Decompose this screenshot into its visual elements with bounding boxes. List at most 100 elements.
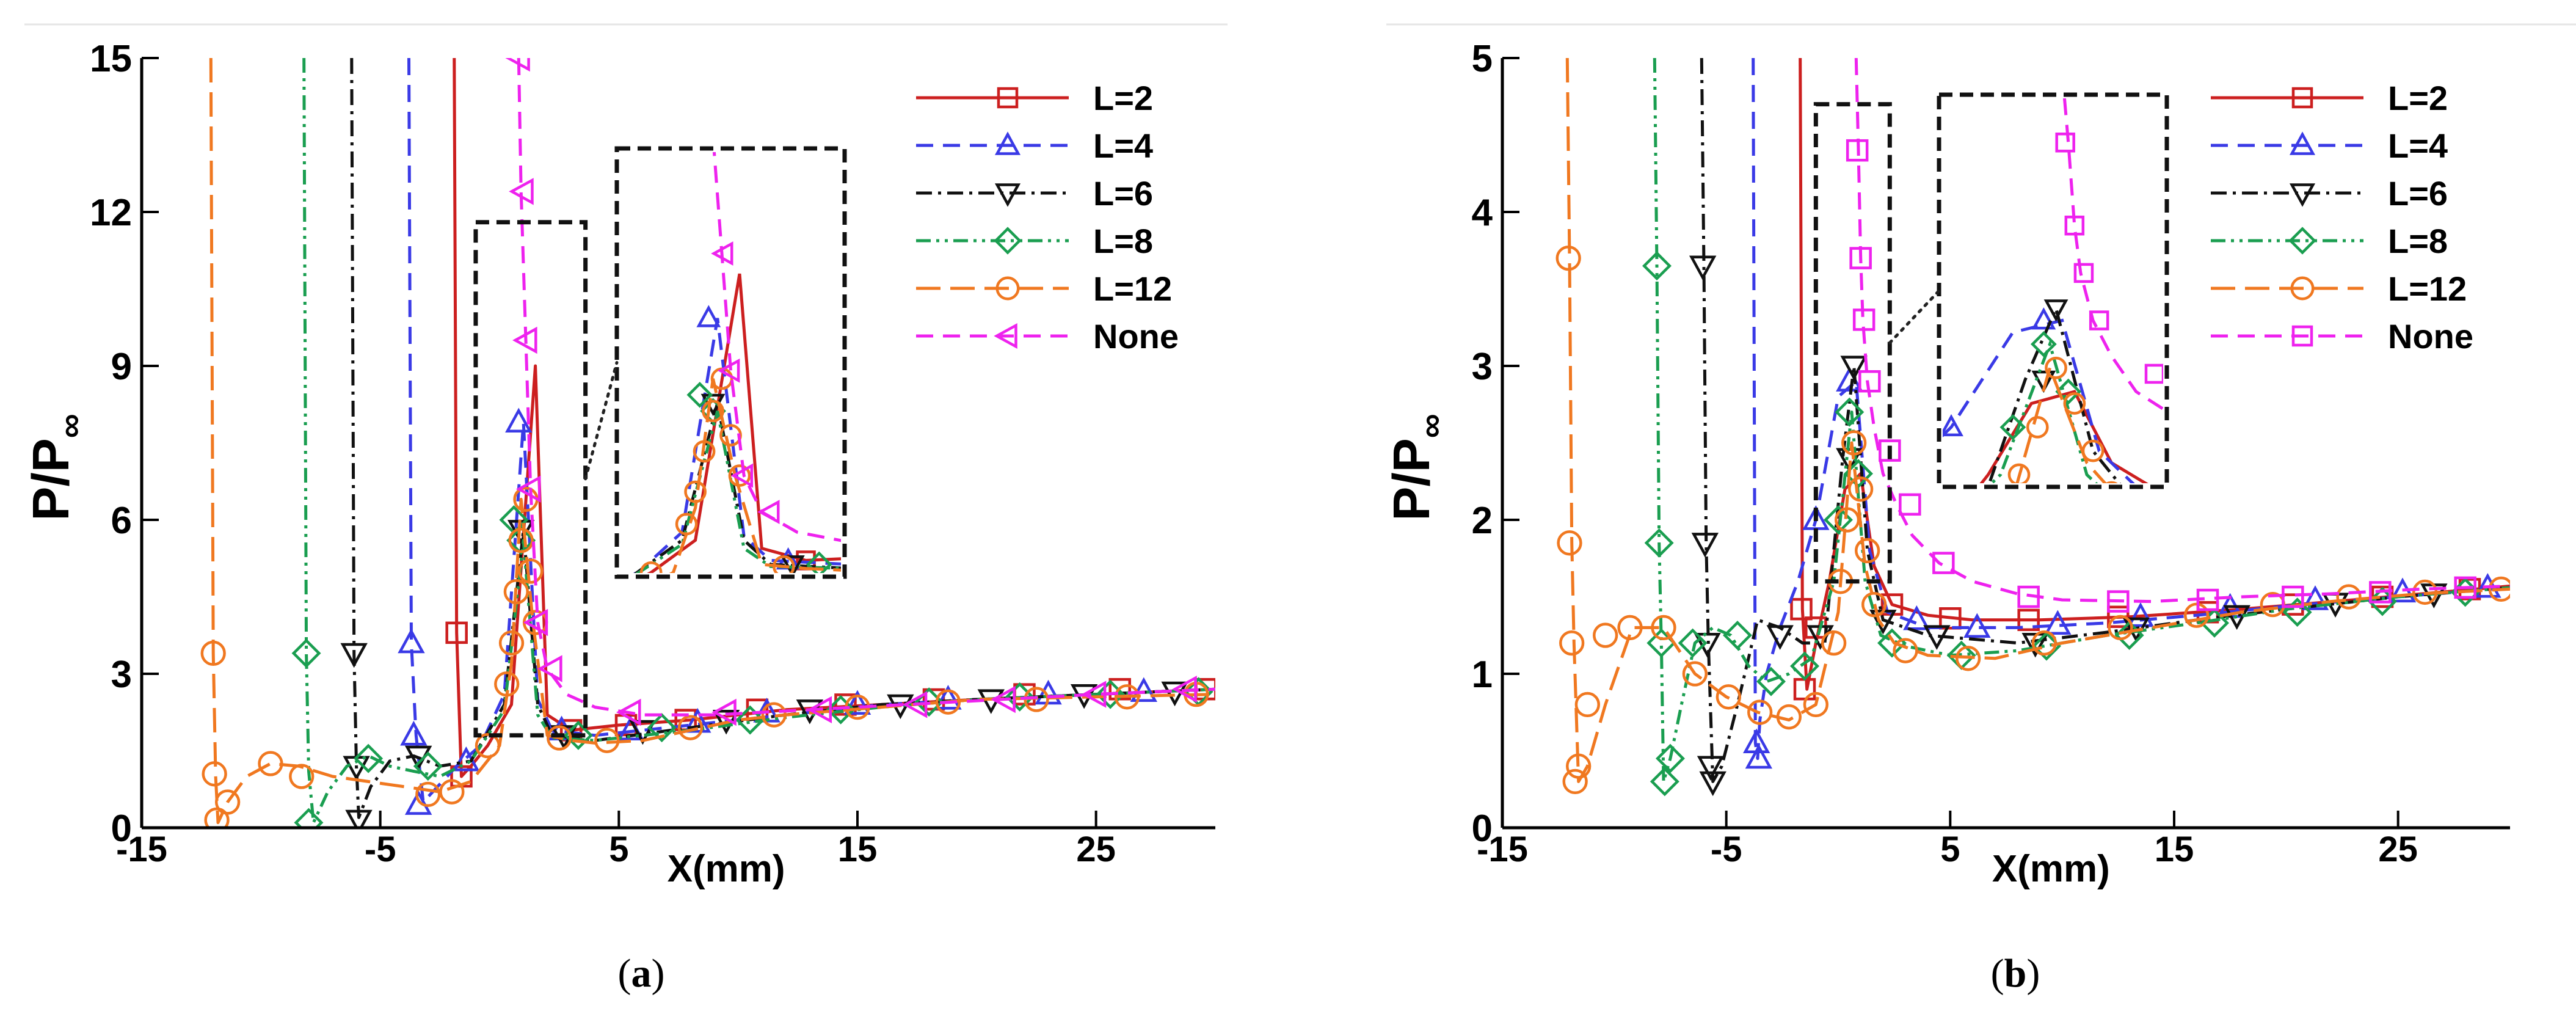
legend-label-L4: L=4 [2388,126,2448,165]
data-point-L2 [2107,605,2130,629]
data-point-None [1172,676,1197,703]
inset-line-L12 [669,378,841,573]
inset-point-L8 [2055,378,2082,405]
data-point-L12 [200,640,226,666]
caption-open: ( [1991,951,2004,996]
data-point-L4 [505,407,533,433]
data-point-L4 [1963,613,1991,638]
inset-series-group [632,126,841,573]
inset-point-L12 [684,480,707,503]
inset-point-L12 [2105,481,2118,483]
data-point-L8 [1723,621,1752,650]
data-point-L12 [1566,753,1592,779]
series-group [1555,58,2510,797]
data-point-None [1858,370,1881,393]
data-point-L8 [506,525,536,555]
inset-point-None [2064,215,2085,236]
data-point-L6 [1691,533,1719,558]
inset-panel [584,126,847,579]
data-point-L6 [2223,605,2250,630]
data-point-L4 [2127,602,2155,627]
inset-point-L12 [719,424,742,447]
data-point-L12 [547,725,572,751]
legend-marker-L6 [2289,183,2316,207]
legend-label-None: None [1093,317,1179,356]
data-point-L8 [1790,651,1819,681]
data-point-L12 [2031,630,2057,656]
panel-caption: (b) [1991,951,2040,996]
inset-panel [1888,92,2169,514]
y-tick-label: 6 [111,500,132,542]
inset-point-L12 [728,464,751,487]
data-point-L12 [1821,630,1847,656]
legend-marker-L12 [995,276,1020,301]
legend-marker-None [994,323,1017,349]
data-point-None [523,608,548,637]
data-point-L12 [202,761,227,787]
data-point-None [1849,247,1872,269]
data-point-None [711,698,737,726]
y-tick-label: 12 [90,192,132,234]
legend-label-L8: L=8 [2388,222,2448,260]
inset-point-L8 [2030,331,2057,357]
data-point-L8 [826,695,856,724]
inset-line-L6 [1987,304,2122,483]
data-point-L6 [1766,625,1794,650]
inset-point-L12 [675,513,698,536]
data-point-L12 [415,781,441,808]
data-point-L12 [1716,684,1741,710]
inset-line-L4 [1943,318,2135,483]
data-point-L8 [1646,628,1676,658]
data-point-L12 [1593,622,1618,648]
data-point-L2 [2017,608,2040,632]
data-point-L12 [1114,684,1140,710]
inset-point-L6 [2127,497,2146,514]
data-point-L12 [2412,579,2438,605]
y-axis-label: P/P∞ [1383,414,1450,520]
data-point-L6 [340,643,368,668]
series-line-None [517,58,1215,717]
data-point-L2 [1790,597,1813,621]
data-point-L8 [413,751,443,781]
legend-marker-L12 [2290,276,2315,301]
inset-point-None [707,126,725,146]
y-tick-label: 3 [111,654,132,696]
data-point-L8 [1650,767,1679,797]
data-point-L12 [1559,630,1585,656]
data-point-L12 [204,807,230,828]
legend-marker-L8 [994,227,1022,255]
data-point-L12 [1747,699,1773,725]
x-tick-label: -15 [1477,830,1528,869]
legend-label-L2: L=2 [2388,79,2448,117]
legend: L=2 L=4 L=6 L=8 L=12 None [2211,79,2473,356]
y-tick-label: 9 [111,346,132,388]
data-point-L4 [1745,743,1773,769]
caption-letter: a [631,951,652,996]
data-point-L12 [677,715,704,740]
legend-label-L8: L=8 [1093,222,1153,260]
data-point-L12 [258,751,283,776]
y-axis-label-subscript: ∞ [1411,414,1450,438]
series-line-L4 [1752,58,2510,761]
data-point-L8 [354,743,384,773]
inset-point-None [2089,310,2109,330]
data-point-L12 [2184,602,2210,628]
inset-point-None [2073,263,2094,283]
data-point-None [2017,585,2040,608]
legend-label-L4: L=4 [1093,126,1153,165]
data-point-L4 [684,707,711,733]
data-point-L4 [404,790,432,815]
data-point-L4 [1903,605,1930,630]
inset-point-L12 [2007,463,2031,483]
x-tick-label: 25 [1076,830,1116,869]
inset-point-L6 [2031,370,2056,393]
data-point-L4 [2044,610,2072,635]
data-point-L12 [2336,584,2362,610]
data-point-L6 [1694,632,1721,658]
data-point-None [2369,581,2392,604]
inset-point-L12 [2026,415,2049,439]
data-point-L2 [1939,607,1962,630]
data-point-L2 [445,621,468,644]
y-tick-label: 0 [1472,808,1493,850]
